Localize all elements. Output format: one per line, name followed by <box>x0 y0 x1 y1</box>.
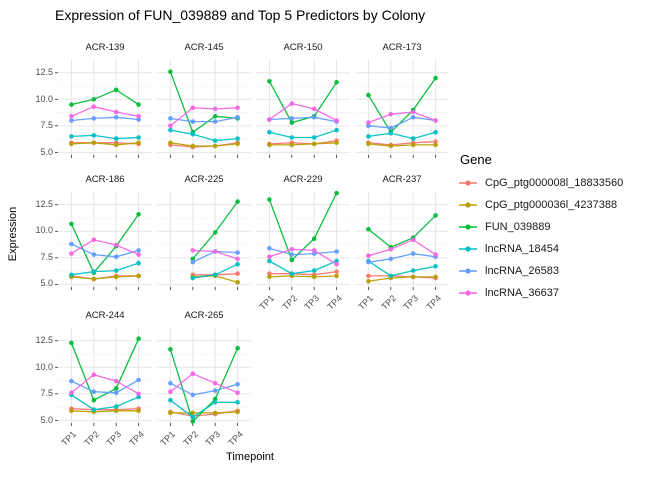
legend-key-icon <box>459 289 477 296</box>
legend: Gene CpG_ptg000008l_18833560 CpG_ptg00003… <box>458 152 668 308</box>
facet-panel-ACR-237 <box>355 190 449 290</box>
y-tick-label: 12.5 <box>35 198 53 209</box>
facet-strip-ACR-225: ACR-225 <box>184 173 224 185</box>
legend-entry-label: FUN_039889 <box>485 220 551 233</box>
legend-key-icon <box>459 223 477 230</box>
facet-panel-ACR-225 <box>157 190 251 290</box>
y-tick-label: 7.5 <box>40 251 53 262</box>
facet-strip-ACR-229: ACR-229 <box>283 173 323 185</box>
legend-key-icon <box>459 245 477 252</box>
facet-panel-ACR-229 <box>256 190 350 290</box>
legend-entry-label: lncRNA_36637 <box>485 286 559 299</box>
facet-strip-ACR-237: ACR-237 <box>382 173 422 185</box>
y-tick-label: 10.0 <box>35 225 53 236</box>
legend-entry: lncRNA_36637 <box>458 286 668 299</box>
legend-title: Gene <box>460 152 492 167</box>
y-tick-label: 10.0 <box>35 361 53 372</box>
y-tick-label: 10.0 <box>35 93 53 104</box>
y-tick-label: 5.0 <box>40 278 53 289</box>
legend-entry: lncRNA_18454 <box>458 242 668 255</box>
y-axis-title: Expression <box>7 206 19 262</box>
legend-entry: CpG_ptg000036l_4237388 <box>458 198 668 211</box>
y-tick-label: 12.5 <box>35 67 53 78</box>
legend-key-icon <box>459 267 477 274</box>
facet-strip-ACR-145: ACR-145 <box>184 42 224 53</box>
y-tick-label: 7.5 <box>40 120 53 131</box>
facet-strip-ACR-186: ACR-186 <box>85 173 125 185</box>
x-axis-title: Timepoint <box>226 451 274 463</box>
legend-entry: CpG_ptg000008l_18833560 <box>458 176 668 189</box>
legend-entry-label: lncRNA_26583 <box>485 264 559 277</box>
chart-title: Expression of FUN_039889 and Top 5 Predi… <box>55 7 426 23</box>
facet-panel-ACR-265 <box>157 327 251 426</box>
facet-panel-ACR-173 <box>355 59 449 158</box>
y-tick-label: 5.0 <box>40 414 53 425</box>
facet-strip-ACR-150: ACR-150 <box>283 42 323 53</box>
facet-strip-ACR-265: ACR-265 <box>184 310 224 321</box>
legend-key-icon <box>459 179 477 186</box>
facet-panel-ACR-139 <box>55 59 152 158</box>
facet-panel-ACR-150 <box>256 59 350 158</box>
legend-entry-label: CpG_ptg000036l_4237388 <box>485 198 618 211</box>
y-tick-label: 7.5 <box>40 388 53 399</box>
facet-panel-ACR-186 <box>55 190 152 290</box>
legend-entries: CpG_ptg000008l_18833560 CpG_ptg000036l_42… <box>458 176 668 299</box>
legend-entry-label: CpG_ptg000008l_18833560 <box>485 176 624 189</box>
legend-key-icon <box>459 201 477 208</box>
legend-entry-label: lncRNA_18454 <box>485 242 559 255</box>
facet-strip-ACR-139: ACR-139 <box>85 42 125 53</box>
facet-strip-ACR-173: ACR-173 <box>382 42 422 53</box>
y-tick-label: 5.0 <box>40 146 53 157</box>
legend-entry: lncRNA_26583 <box>458 264 668 277</box>
facet-panel-ACR-145 <box>157 59 251 158</box>
facet-panel-ACR-244 <box>55 327 152 426</box>
y-tick-label: 12.5 <box>35 335 53 346</box>
legend-entry: FUN_039889 <box>458 220 668 233</box>
facet-strip-ACR-244: ACR-244 <box>85 310 125 321</box>
